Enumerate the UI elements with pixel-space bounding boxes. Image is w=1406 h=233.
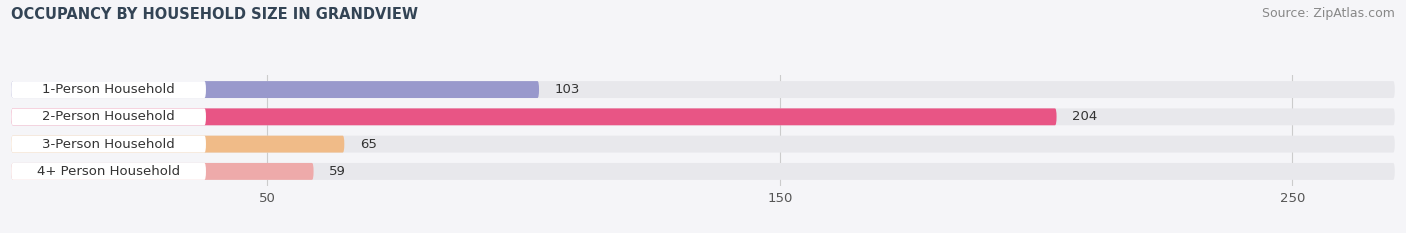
Text: 59: 59 [329,165,346,178]
FancyBboxPatch shape [11,81,205,98]
Text: 65: 65 [360,138,377,151]
FancyBboxPatch shape [11,81,538,98]
Text: 204: 204 [1071,110,1097,123]
FancyBboxPatch shape [11,136,205,153]
Text: 3-Person Household: 3-Person Household [42,138,174,151]
FancyBboxPatch shape [11,108,205,125]
Text: Source: ZipAtlas.com: Source: ZipAtlas.com [1261,7,1395,20]
FancyBboxPatch shape [11,136,344,153]
Text: 103: 103 [554,83,579,96]
FancyBboxPatch shape [11,163,1395,180]
Text: 4+ Person Household: 4+ Person Household [37,165,180,178]
Text: 2-Person Household: 2-Person Household [42,110,174,123]
FancyBboxPatch shape [11,163,205,180]
Text: OCCUPANCY BY HOUSEHOLD SIZE IN GRANDVIEW: OCCUPANCY BY HOUSEHOLD SIZE IN GRANDVIEW [11,7,418,22]
Text: 1-Person Household: 1-Person Household [42,83,174,96]
FancyBboxPatch shape [11,108,1395,125]
FancyBboxPatch shape [11,108,1056,125]
FancyBboxPatch shape [11,81,1395,98]
FancyBboxPatch shape [11,163,314,180]
FancyBboxPatch shape [11,136,1395,153]
